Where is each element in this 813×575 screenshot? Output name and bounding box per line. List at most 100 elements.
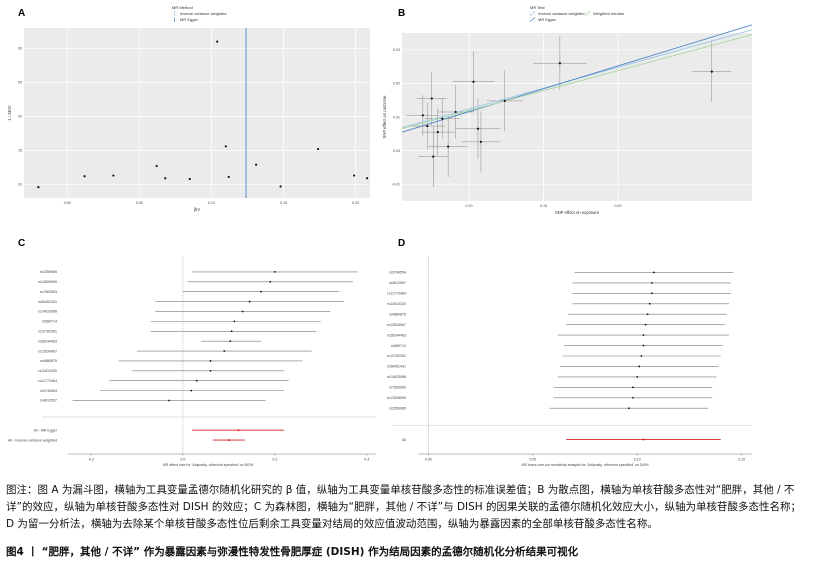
leave-one-out-estimate-point bbox=[640, 355, 643, 357]
panel-letter-c: C bbox=[18, 238, 25, 249]
funnel-point bbox=[353, 174, 356, 177]
leave-one-out-snp-label: rs4612957 bbox=[389, 281, 406, 285]
leave-one-out-snp-label: rs11773464 bbox=[387, 292, 406, 296]
scatter-x-tick-label: 0.15 bbox=[540, 204, 547, 208]
forest-estimate-point bbox=[195, 379, 198, 382]
forest-estimate-point bbox=[273, 270, 276, 273]
funnel-point bbox=[155, 164, 158, 168]
legend-entry-ivw: Inverse variance weighted bbox=[538, 11, 584, 16]
forest-snp-label: rs12808999 bbox=[38, 280, 57, 284]
scatter-point bbox=[441, 117, 444, 120]
leave-one-out-snp-label: rs12782281 bbox=[387, 354, 406, 358]
forest-estimate-point bbox=[230, 330, 233, 333]
scatter-point bbox=[430, 97, 433, 100]
scatter-point bbox=[447, 145, 450, 148]
leave-one-out-estimate-point bbox=[648, 302, 651, 305]
forest-x-axis-label: MR effect size for 'Adiposity, other/not… bbox=[163, 463, 254, 467]
mr-egger-regression-line bbox=[401, 24, 753, 133]
leave-one-out-snp-label: rs3746554 bbox=[389, 271, 406, 275]
funnel-y-axis-label: 1 / SEIV bbox=[7, 105, 12, 121]
funnel-point bbox=[279, 185, 282, 188]
scatter-y-axis-label: SNP effect on outcome bbox=[382, 95, 387, 139]
leave-one-out-snp-label: rs4880875 bbox=[389, 312, 406, 316]
scatter-legend: MR Test Inverse variance weighted MR Egg… bbox=[529, 5, 624, 22]
funnel-x-tick-label: 0.05 bbox=[136, 201, 143, 205]
panel-letter-b: B bbox=[398, 8, 405, 19]
legend-entry-mr-egger: MR Egger bbox=[538, 17, 557, 22]
leave-one-out-estimate-point bbox=[638, 365, 641, 368]
forest-snp-label: rs4612957 bbox=[40, 399, 57, 403]
funnel-point bbox=[317, 147, 320, 151]
scatter-y-tick-label: 0.03 bbox=[393, 48, 400, 52]
leave-one-out-snp-label: rs13534967 bbox=[387, 323, 406, 327]
forest-estimate-point bbox=[223, 350, 226, 352]
forest-estimate-point bbox=[248, 300, 251, 303]
funnel-point bbox=[366, 177, 369, 180]
leave-one-out-x-axis-label: MR leave-one-out sensitivity analysis fo… bbox=[522, 463, 649, 467]
forest-summary-label: All - Inverse variance weighted bbox=[8, 438, 57, 442]
funnel-plot-background bbox=[24, 28, 370, 198]
funnel-x-tick-label: 0.15 bbox=[280, 201, 287, 205]
legend-swatch-ivw bbox=[529, 11, 536, 16]
funnel-point bbox=[164, 177, 167, 180]
funnel-point bbox=[37, 186, 40, 189]
leave-one-out-snp-label: rs14633088 bbox=[387, 375, 406, 379]
scatter-point bbox=[710, 70, 713, 73]
forest-summary-estimate-point bbox=[237, 429, 240, 432]
funnel-plot-panel-a: A 0.00 0.05 0.10 0.15 0.20 10 15 20 25 30 βIV 1 … bbox=[7, 5, 370, 212]
weighted-median-regression-line bbox=[401, 34, 753, 130]
forest-summary-label: All - MR Egger bbox=[34, 428, 58, 432]
forest-snp-label: rs4880875 bbox=[40, 359, 57, 363]
scatter-point bbox=[426, 124, 429, 128]
scatter-point bbox=[476, 127, 480, 130]
funnel-point bbox=[216, 40, 219, 43]
leave-one-out-background bbox=[418, 256, 752, 452]
leave-one-out-snp-label: rs12808999 bbox=[387, 396, 406, 400]
forest-snp-label: rs3746554 bbox=[40, 389, 57, 393]
leave-one-out-estimate-point bbox=[652, 271, 655, 274]
forest-estimate-point bbox=[233, 320, 236, 323]
funnel-point bbox=[83, 175, 86, 178]
figure-title: 图4 丨 “肥胖，其他 / 不详” 作为暴露因素与弥漫性特发性骨肥厚症 (DIS… bbox=[6, 546, 579, 558]
leave-one-out-estimate-point bbox=[650, 292, 653, 295]
scatter-point bbox=[436, 131, 439, 134]
scatter-x-tick-label: 0.20 bbox=[614, 204, 621, 208]
forest-estimate-point bbox=[269, 280, 272, 283]
scatter-y-tick-label: 0.01 bbox=[393, 115, 400, 119]
leave-one-out-x-tick-label: 0.10 bbox=[634, 458, 641, 462]
leave-one-out-estimate-point bbox=[636, 375, 639, 378]
funnel-y-tick-label: 20 bbox=[18, 115, 22, 119]
scatter-point bbox=[503, 99, 506, 102]
scatter-legend-title: MR Test bbox=[530, 5, 545, 10]
forest-snp-label: rs11773464 bbox=[38, 379, 57, 383]
legend-swatch-mr-egger bbox=[529, 17, 536, 22]
leave-one-out-snp-label: rs589714 bbox=[391, 344, 406, 348]
forest-plot-background bbox=[40, 256, 376, 452]
forest-estimate-point bbox=[209, 360, 212, 362]
leave-one-out-x-tick-label: 0.05 bbox=[529, 458, 536, 462]
scatter-x-axis-label: SNP effect on exposure bbox=[555, 210, 600, 215]
scatter-y-tick-label: -0.01 bbox=[392, 183, 400, 187]
forest-plot-panel-c: C rs3359985 rs12808999 rs7563083 rs56451431… bbox=[8, 238, 376, 467]
scatter-point bbox=[558, 62, 561, 65]
funnel-point bbox=[227, 175, 230, 179]
leave-one-out-summary-estimate-point bbox=[642, 438, 645, 441]
leave-one-out-estimate-point bbox=[642, 334, 645, 337]
forest-estimate-point bbox=[190, 389, 193, 392]
funnel-x-tick-label: 0.10 bbox=[208, 201, 215, 205]
legend-entry-weighted-median: Weighted median bbox=[593, 11, 624, 16]
leave-one-out-estimate-point bbox=[632, 386, 634, 389]
funnel-point bbox=[188, 177, 191, 181]
leave-one-out-estimate-point bbox=[627, 407, 630, 410]
funnel-y-tick-label: 15 bbox=[18, 149, 22, 153]
forest-estimate-point bbox=[229, 340, 232, 343]
scatter-y-tick-label: 0.00 bbox=[393, 149, 400, 153]
leave-one-out-summary-label: All bbox=[402, 438, 406, 442]
forest-snp-label: rs3359985 bbox=[40, 270, 57, 274]
legend-entry-mr-egger: MR Egger bbox=[180, 17, 199, 22]
funnel-legend-title: MR Method bbox=[172, 5, 193, 10]
scatter-point bbox=[421, 114, 424, 117]
funnel-y-tick-label: 30 bbox=[18, 47, 22, 51]
forest-snp-label: rs56451431 bbox=[38, 300, 57, 304]
scatter-point bbox=[472, 80, 475, 83]
